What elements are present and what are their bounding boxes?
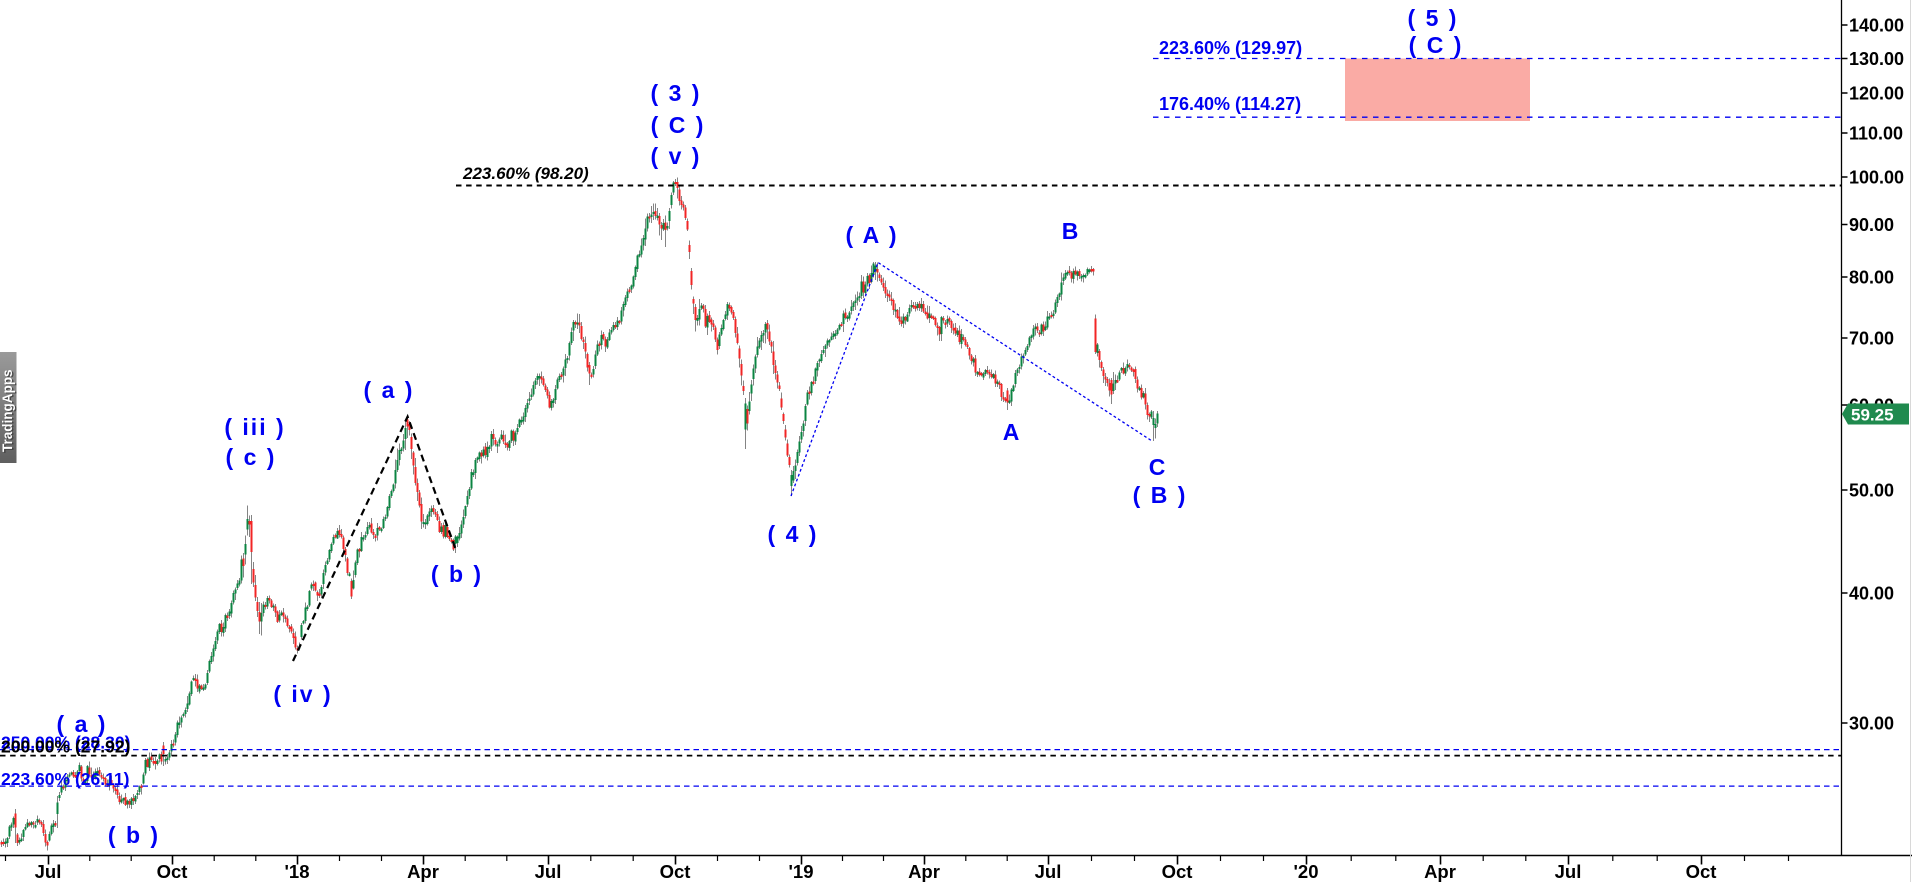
svg-text:Apr: Apr <box>1424 861 1456 882</box>
svg-text:( 3 ): ( 3 ) <box>651 80 702 106</box>
svg-text:223.60% (98.20): 223.60% (98.20) <box>462 164 589 183</box>
svg-text:( c ): ( c ) <box>226 444 277 470</box>
svg-text:( b ): ( b ) <box>431 561 483 587</box>
svg-text:Apr: Apr <box>407 861 439 882</box>
svg-text:( iv ): ( iv ) <box>273 681 332 707</box>
svg-text:130.00: 130.00 <box>1849 49 1904 69</box>
svg-text:'19: '19 <box>789 861 814 882</box>
svg-text:110.00: 110.00 <box>1849 124 1903 144</box>
svg-text:250.00% (28.30): 250.00% (28.30) <box>1 733 130 753</box>
svg-text:( iii ): ( iii ) <box>224 414 285 440</box>
svg-text:70.00: 70.00 <box>1849 329 1894 349</box>
svg-text:Oct: Oct <box>1686 861 1717 882</box>
svg-text:A: A <box>1003 419 1022 445</box>
svg-text:Oct: Oct <box>157 861 188 882</box>
svg-text:C: C <box>1149 454 1168 480</box>
svg-text:Apr: Apr <box>908 861 940 882</box>
svg-text:223.60% (26.11): 223.60% (26.11) <box>1 769 129 789</box>
svg-text:( 5 ): ( 5 ) <box>1408 5 1459 31</box>
svg-text:Jul: Jul <box>1035 861 1062 882</box>
svg-text:( 4 ): ( 4 ) <box>768 521 819 547</box>
svg-text:Jul: Jul <box>1555 861 1582 882</box>
svg-text:90.00: 90.00 <box>1849 215 1894 235</box>
svg-text:( C ): ( C ) <box>651 112 706 138</box>
svg-text:'18: '18 <box>285 861 310 882</box>
svg-text:40.00: 40.00 <box>1849 584 1894 604</box>
svg-text:Jul: Jul <box>535 861 562 882</box>
svg-text:59.25: 59.25 <box>1851 406 1894 425</box>
svg-text:( B ): ( B ) <box>1133 482 1188 508</box>
svg-text:B: B <box>1062 218 1081 244</box>
svg-text:Oct: Oct <box>1162 861 1193 882</box>
svg-text:120.00: 120.00 <box>1849 84 1904 104</box>
svg-text:( A ): ( A ) <box>845 222 898 248</box>
svg-text:'20: '20 <box>1294 861 1319 882</box>
svg-text:223.60% (129.97): 223.60% (129.97) <box>1159 38 1302 58</box>
svg-text:Jul: Jul <box>35 861 62 882</box>
svg-text:176.40% (114.27): 176.40% (114.27) <box>1159 94 1301 114</box>
svg-text:TradingApps: TradingApps <box>0 369 15 452</box>
svg-text:Oct: Oct <box>660 861 691 882</box>
svg-text:100.00: 100.00 <box>1849 168 1904 188</box>
svg-text:( a ): ( a ) <box>364 377 415 403</box>
svg-text:200.00% (27.92): 200.00% (27.92) <box>1 737 130 757</box>
svg-text:( a ): ( a ) <box>57 711 108 737</box>
svg-text:80.00: 80.00 <box>1849 268 1894 288</box>
svg-text:( C ): ( C ) <box>1409 32 1464 58</box>
svg-text:140.00: 140.00 <box>1849 16 1904 36</box>
svg-text:TradingApps: TradingApps <box>2 370 17 453</box>
svg-text:50.00: 50.00 <box>1849 481 1894 501</box>
svg-text:30.00: 30.00 <box>1849 714 1894 734</box>
svg-text:( b ): ( b ) <box>108 822 160 848</box>
svg-text:( v ): ( v ) <box>651 143 702 169</box>
